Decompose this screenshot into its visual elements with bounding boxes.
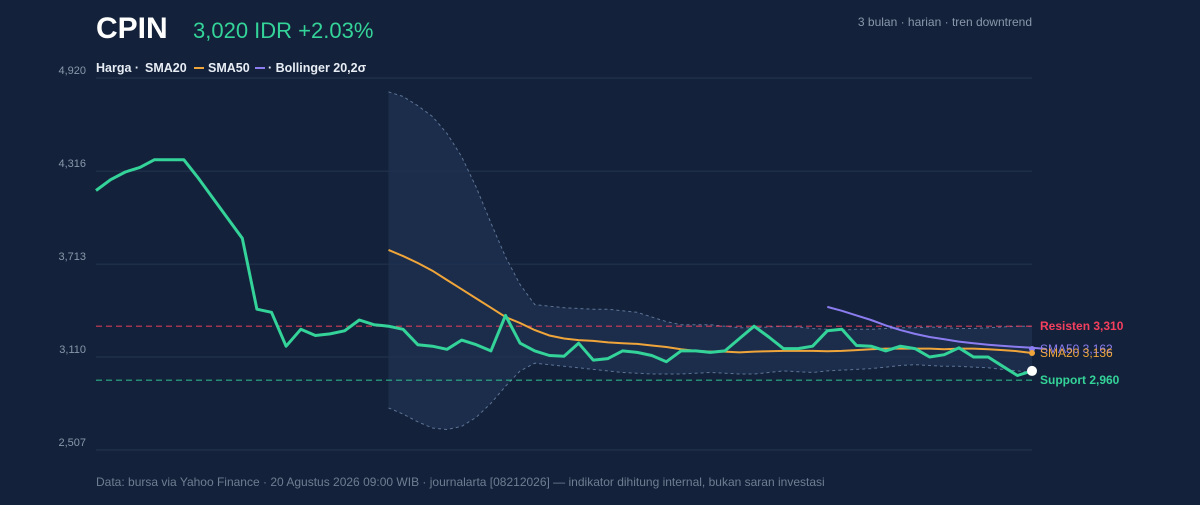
- series-layer: [95, 158, 1047, 377]
- bollinger-band-fill: [388, 91, 1032, 430]
- price-line: [95, 158, 1033, 377]
- y-tick-label: 3,713: [58, 251, 86, 263]
- level-lines-layer: [96, 325, 1032, 381]
- chart-meta: 3 bulan · harian · tren downtrend: [858, 15, 1032, 29]
- y-tick-label: 3,110: [59, 344, 86, 356]
- y-tick-label: 2,507: [58, 437, 86, 449]
- legend-harga: Harga ·: [96, 61, 139, 75]
- legend: Harga · SMA20 SMA50 · Bollinger 20,2σ: [96, 61, 367, 75]
- footer-source: Data: bursa via Yahoo Finance · 20 Agust…: [96, 475, 825, 489]
- price-change: 3,020 IDR +2.03%: [193, 18, 373, 43]
- legend-sma50: SMA50: [208, 61, 250, 75]
- sma20-end-label: SMA20 3,136: [1040, 346, 1113, 360]
- bollinger-lower-line: [388, 362, 1033, 431]
- grid-layer: 4,920 4,316 3,713 3,110 2,507: [58, 65, 1032, 451]
- sma50-end-label: SMA50 3,162: [1040, 342, 1113, 356]
- y-tick-label: 4,920: [58, 65, 86, 77]
- last-price-dot: [1027, 365, 1037, 376]
- sma20-end-dot: [1029, 350, 1035, 357]
- bollinger-band-layer: [388, 91, 1033, 431]
- resistance-label: Resisten 3,310: [1040, 319, 1124, 333]
- support-label: Support 2,960: [1040, 373, 1120, 387]
- ticker-title: CPIN: [96, 12, 168, 45]
- sma50-line: [827, 305, 1047, 350]
- legend-bollinger: · Bollinger 20,2σ: [268, 61, 367, 75]
- legend-sma20: SMA20: [145, 61, 187, 75]
- y-tick-label: 4,316: [58, 158, 86, 170]
